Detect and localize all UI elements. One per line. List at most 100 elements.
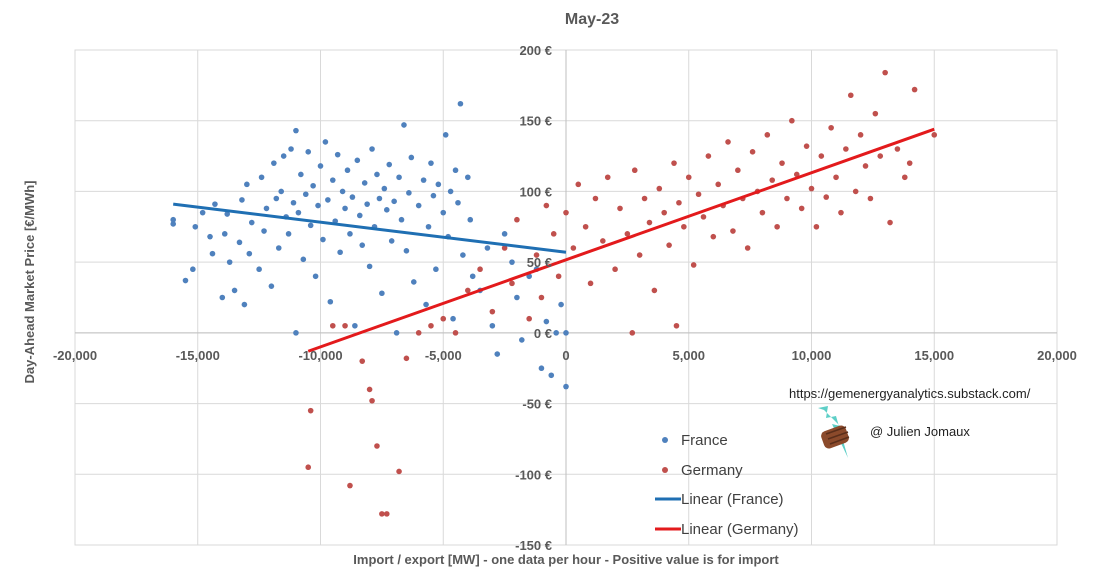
point-germany [710,233,717,240]
point-france [514,294,520,301]
point-france [271,160,277,166]
point-germany [695,191,702,198]
x-tick-label: -15,000 [176,348,220,363]
point-germany [906,160,913,166]
point-germany [369,397,375,404]
point-germany [715,181,722,188]
point-germany [631,167,638,174]
point-germany [617,205,623,212]
point-france [489,322,496,329]
point-germany [428,322,434,329]
point-france [322,139,329,145]
trendline-france [173,202,567,254]
point-france [280,153,287,159]
point-france [278,188,285,195]
point-germany [818,153,825,159]
point-france [320,236,326,243]
y-tick-label: 0 € [534,326,552,341]
point-france [563,330,569,336]
point-germany [894,146,901,152]
point-france [170,216,176,223]
point-france [440,209,447,216]
x-tick-label: 10,000 [792,348,832,363]
point-germany [808,185,815,192]
point-france [450,315,456,322]
point-france [329,177,336,183]
point-france [290,199,297,206]
x-tick-label: -5,000 [425,348,462,363]
point-france [349,194,356,200]
point-germany [465,287,471,294]
point-france [494,351,501,357]
point-germany [769,177,776,183]
point-germany [489,308,496,315]
point-france [244,181,250,188]
point-germany [624,231,631,237]
point-france [221,231,228,237]
point-france [236,239,243,246]
point-france [192,223,199,230]
point-france [420,177,427,183]
point-germany [440,315,447,322]
y-tick-label: -150 € [515,538,552,553]
point-germany [862,163,869,169]
point-france [347,231,353,237]
credit-author: @ Julien Jomaux [870,424,970,439]
point-germany [570,245,577,251]
point-france [342,205,348,212]
y-tick-label: 100 € [519,184,552,199]
point-germany [477,266,483,273]
point-germany [501,245,508,251]
point-germany [550,231,557,237]
point-france [356,212,363,219]
point-france [354,157,361,164]
point-france [241,301,248,308]
point-germany [629,330,636,336]
point-germany [813,223,820,230]
x-tick-label: 0 [562,348,569,363]
point-germany [452,330,459,336]
point-germany [803,143,810,149]
point-france [467,216,474,223]
point-france [325,197,331,203]
y-tick-label: 50 € [527,255,552,270]
point-france [352,322,358,329]
point-germany [600,238,606,244]
point-france [465,174,471,181]
point-france [435,181,442,188]
point-france [452,167,459,174]
point-germany [911,86,918,93]
point-france [447,188,454,195]
point-germany [671,160,677,166]
point-germany [823,194,830,200]
point-germany [612,266,618,273]
point-france [379,290,385,297]
point-france [383,207,390,213]
point-france [406,190,412,196]
point-france [393,330,400,336]
point-france [199,209,206,216]
point-germany [661,209,667,216]
trend-lines [173,127,935,353]
point-france [538,365,545,372]
point-france [248,219,255,226]
point-germany [828,124,834,131]
point-france [273,195,280,202]
point-germany [514,216,520,223]
point-france [469,273,476,280]
point-germany [563,209,569,216]
point-france [374,171,380,178]
legend-marker-germany [662,467,668,473]
point-france [305,149,312,155]
point-france [268,283,275,289]
credit-url: https://gemenergyanalytics.substack.com/ [789,386,1031,401]
point-france [398,216,405,223]
point-germany [342,322,348,329]
point-germany [847,92,854,99]
x-tick-label: 15,000 [914,348,954,363]
point-germany [673,322,680,329]
point-france [261,228,267,234]
point-france [391,198,397,205]
point-france [231,287,238,294]
